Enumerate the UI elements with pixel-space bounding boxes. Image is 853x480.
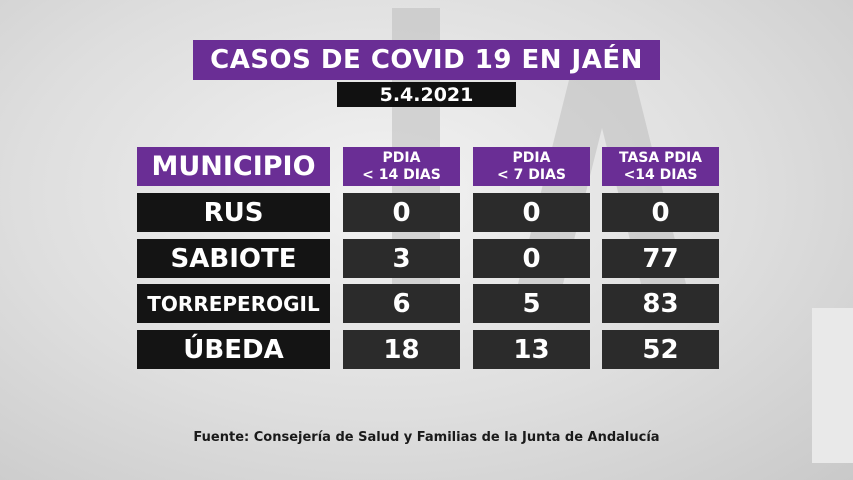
header-tasa-pdia-14: TASA PDIA <14 DIAS [602,147,719,186]
background-panel [812,308,853,463]
source-note: Fuente: Consejería de Salud y Familias d… [193,430,660,445]
row-torreperogil-pdia14: 6 [343,284,460,323]
header-municipio: MUNICIPIO [137,147,330,186]
date-label: 5.4.2021 [337,82,516,107]
row-rus-pdia7: 0 [473,193,590,232]
row-rus-tasa14: 0 [602,193,719,232]
header-tasa-line1: TASA PDIA [618,149,702,166]
header-pdia-14-line1: PDIA [382,149,421,166]
row-municipio-rus: RUS [137,193,330,232]
header-pdia-14: PDIA < 14 DIAS [343,147,460,186]
header-pdia-7: PDIA < 7 DIAS [473,147,590,186]
row-rus-pdia14: 0 [343,193,460,232]
row-municipio-torreperogil: TORREPEROGIL [137,284,330,323]
header-pdia-7-line1: PDIA [512,149,551,166]
row-torreperogil-pdia7: 5 [473,284,590,323]
row-municipio-sabiote: SABIOTE [137,239,330,278]
row-ubeda-pdia14: 18 [343,330,460,369]
row-ubeda-pdia7: 13 [473,330,590,369]
row-sabiote-pdia14: 3 [343,239,460,278]
header-pdia-14-line2: < 14 DIAS [362,166,441,183]
row-sabiote-pdia7: 0 [473,239,590,278]
header-tasa-line2: <14 DIAS [623,166,698,183]
row-municipio-ubeda: ÚBEDA [137,330,330,369]
row-sabiote-tasa14: 77 [602,239,719,278]
header-pdia-7-line2: < 7 DIAS [497,166,566,183]
row-ubeda-tasa14: 52 [602,330,719,369]
page-title: CASOS DE COVID 19 EN JAÉN [193,40,660,80]
row-torreperogil-tasa14: 83 [602,284,719,323]
